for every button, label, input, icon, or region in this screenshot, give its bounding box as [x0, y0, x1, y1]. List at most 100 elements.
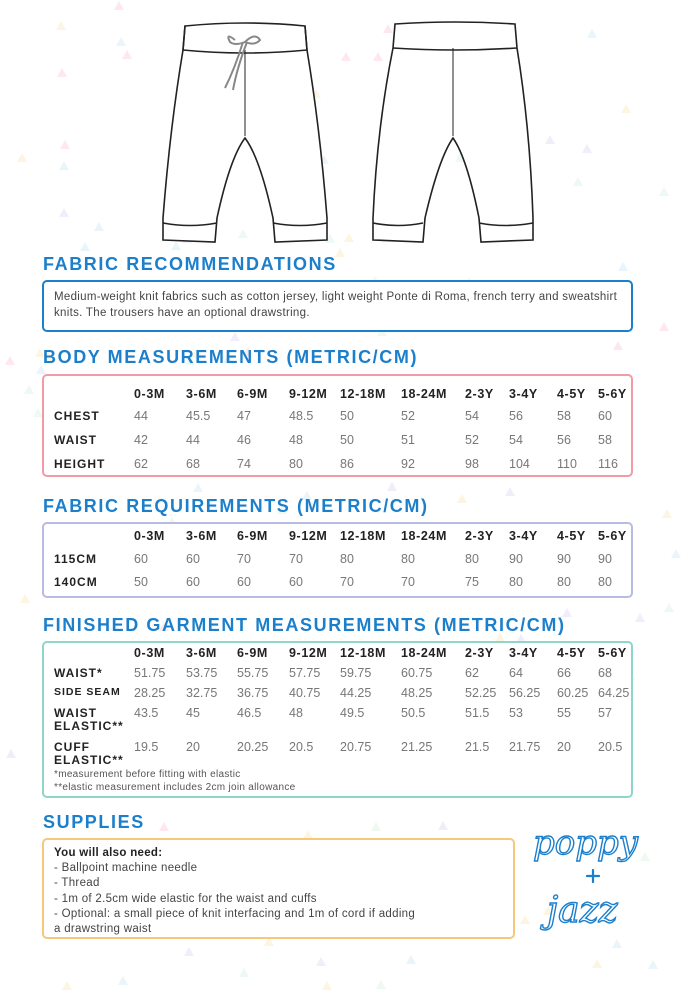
size-header: 12-18M [340, 529, 386, 543]
triangle-decoration [543, 905, 554, 915]
table-cell: 53 [509, 706, 523, 720]
triangle-decoration [35, 365, 46, 375]
table-cell: 48.5 [289, 409, 314, 423]
triangle-decoration [184, 946, 195, 956]
table-cell: 52.25 [465, 686, 497, 700]
table-cell: 28.25 [134, 686, 166, 700]
table-cell: 86 [340, 457, 354, 471]
triangle-decoration [302, 490, 313, 500]
svg-text:poppy: poppy [533, 823, 639, 863]
table-cell: 90 [509, 552, 523, 566]
triangle-decoration [520, 915, 531, 925]
table-cell: 50 [340, 433, 354, 447]
table-cell: 56 [509, 409, 523, 423]
triangle-decoration [305, 501, 316, 511]
triangle-decoration [405, 955, 416, 965]
finished-measurements-table: *measurement before fitting with elastic… [42, 641, 633, 798]
triangle-decoration [24, 385, 35, 395]
table-cell: 70 [237, 552, 251, 566]
table-cell: 60 [186, 552, 200, 566]
body-measurements-table: 0-3M 3-6M 6-9M 9-12M 12-18M 18-24M 2-3Y 3-4Y 4-5… [42, 374, 633, 477]
table-cell: 110 [557, 457, 577, 471]
trousers-back-illustration [372, 21, 534, 243]
triangle-decoration [239, 967, 250, 977]
triangle-decoration [344, 232, 354, 242]
table-cell: 70 [289, 552, 303, 566]
table-cell: 80 [340, 552, 354, 566]
triangle-decoration [263, 936, 274, 946]
size-header: 3-4Y [509, 387, 538, 401]
poppy-jazz-logo: poppy jazz [532, 822, 639, 931]
triangle-decoration [238, 229, 249, 239]
triangle-decoration [647, 960, 658, 970]
fabric-requirements-table: 0-3M 3-6M 6-9M 9-12M 12-18M 18-24M 2-3Y 3-4Y 4-5… [42, 522, 633, 598]
table-cell: 60.75 [401, 666, 433, 680]
footnote: *measurement before fitting with elastic [54, 769, 241, 780]
triangle-decoration [581, 144, 592, 154]
table-cell: 98 [465, 457, 479, 471]
size-header: 3-6M [186, 529, 217, 543]
size-header: 18-24M [401, 387, 447, 401]
size-header: 2-3Y [465, 646, 494, 660]
table-cell: 64 [509, 666, 523, 680]
triangle-decoration [4, 356, 15, 366]
triangle-decoration [192, 483, 203, 493]
table-cell: 80 [401, 552, 415, 566]
table-cell: 92 [401, 457, 415, 471]
table-cell: 80 [598, 575, 612, 589]
triangle-decoration [611, 938, 622, 948]
table-cell: 56.25 [509, 686, 541, 700]
size-header: 5-6Y [598, 387, 627, 401]
triangle-decoration [324, 233, 335, 243]
supplies-heading: SUPPLIES [43, 812, 145, 832]
table-cell: 44.25 [340, 686, 372, 700]
size-header: 6-9M [237, 387, 268, 401]
table-cell: 45.5 [186, 409, 211, 423]
triangle-decoration [113, 0, 124, 10]
table-cell: 36.75 [237, 686, 269, 700]
triangle-decoration [334, 248, 345, 258]
supply-item: - Optional: a small piece of knit interf… [54, 907, 416, 920]
table-cell: 62 [134, 457, 148, 471]
triangle-decoration [158, 822, 169, 832]
table-cell: 52 [401, 409, 415, 423]
table-cell: 57.75 [289, 666, 321, 680]
triangle-decoration [494, 632, 505, 642]
size-header: 5-6Y [598, 646, 627, 660]
row-label: 140CM [54, 575, 98, 589]
row-label: WAIST* [54, 666, 103, 680]
table-cell: 48.25 [401, 686, 433, 700]
table-cell: 50 [340, 409, 354, 423]
triangle-decoration [456, 493, 467, 503]
triangle-decoration [618, 261, 629, 271]
size-header: 4-5Y [557, 387, 586, 401]
triangle-decoration [561, 608, 572, 618]
supply-item: - Ballpoint machine needle [54, 862, 198, 875]
table-cell: 20.5 [289, 740, 314, 754]
triangle-decoration [370, 822, 381, 832]
size-header: 0-3M [134, 529, 165, 543]
table-cell: 51.75 [134, 666, 166, 680]
table-cell: 68 [598, 666, 612, 680]
triangle-decoration [158, 621, 169, 631]
table-cell: 43.5 [134, 706, 159, 720]
triangle-decoration [671, 549, 682, 559]
triangle-decoration [340, 51, 351, 61]
triangle-decoration [386, 482, 397, 492]
supplies-box: You will also need: - Ballpoint machine … [42, 838, 515, 939]
triangle-decoration [376, 980, 387, 990]
table-cell: 75 [465, 575, 479, 589]
table-cell: 54 [465, 409, 479, 423]
table-cell: 20 [557, 740, 571, 754]
table-cell: 48 [289, 433, 303, 447]
row-label: WAIST [54, 433, 97, 447]
footnote: **elastic measurement includes 2cm join … [54, 782, 296, 793]
triangle-decoration [242, 346, 253, 356]
triangle-decoration [639, 851, 650, 861]
table-cell: 68 [186, 457, 200, 471]
table-cell: 42 [134, 433, 148, 447]
table-cell: 74 [237, 457, 251, 471]
size-header: 3-6M [186, 387, 217, 401]
triangle-decoration [438, 821, 449, 831]
table-cell: 58 [557, 409, 571, 423]
